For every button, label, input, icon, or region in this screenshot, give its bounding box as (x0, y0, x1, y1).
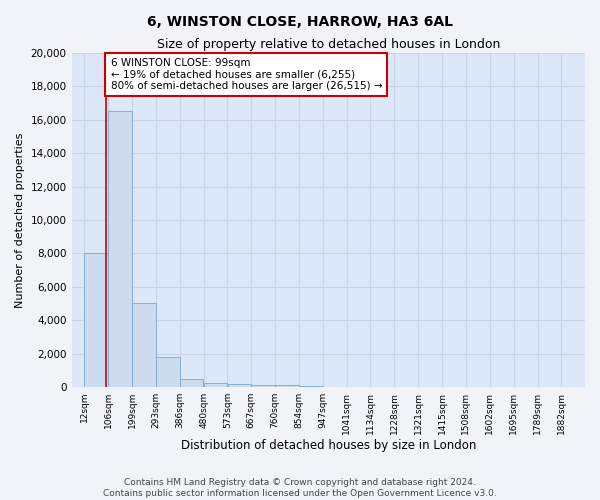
Bar (109, 112, 132, 387)
Text: 6, WINSTON CLOSE, HARROW, HA3 6AL: 6, WINSTON CLOSE, HARROW, HA3 6AL (147, 15, 453, 29)
Text: 6 WINSTON CLOSE: 99sqm
← 19% of detached houses are smaller (6,255)
80% of semi-: 6 WINSTON CLOSE: 99sqm ← 19% of detached… (110, 58, 382, 92)
Y-axis label: Number of detached properties: Number of detached properties (15, 132, 25, 308)
Bar (204, 383, 227, 387)
Text: Contains HM Land Registry data © Crown copyright and database right 2024.
Contai: Contains HM Land Registry data © Crown c… (103, 478, 497, 498)
Bar (156, 357, 179, 387)
Bar (85, 252, 108, 387)
Bar (251, 386, 275, 387)
Bar (299, 386, 323, 387)
Title: Size of property relative to detached houses in London: Size of property relative to detached ho… (157, 38, 500, 51)
Bar (180, 380, 203, 387)
Bar (275, 386, 299, 387)
Bar (227, 384, 251, 387)
X-axis label: Distribution of detached houses by size in London: Distribution of detached houses by size … (181, 440, 476, 452)
Bar (132, 304, 155, 387)
